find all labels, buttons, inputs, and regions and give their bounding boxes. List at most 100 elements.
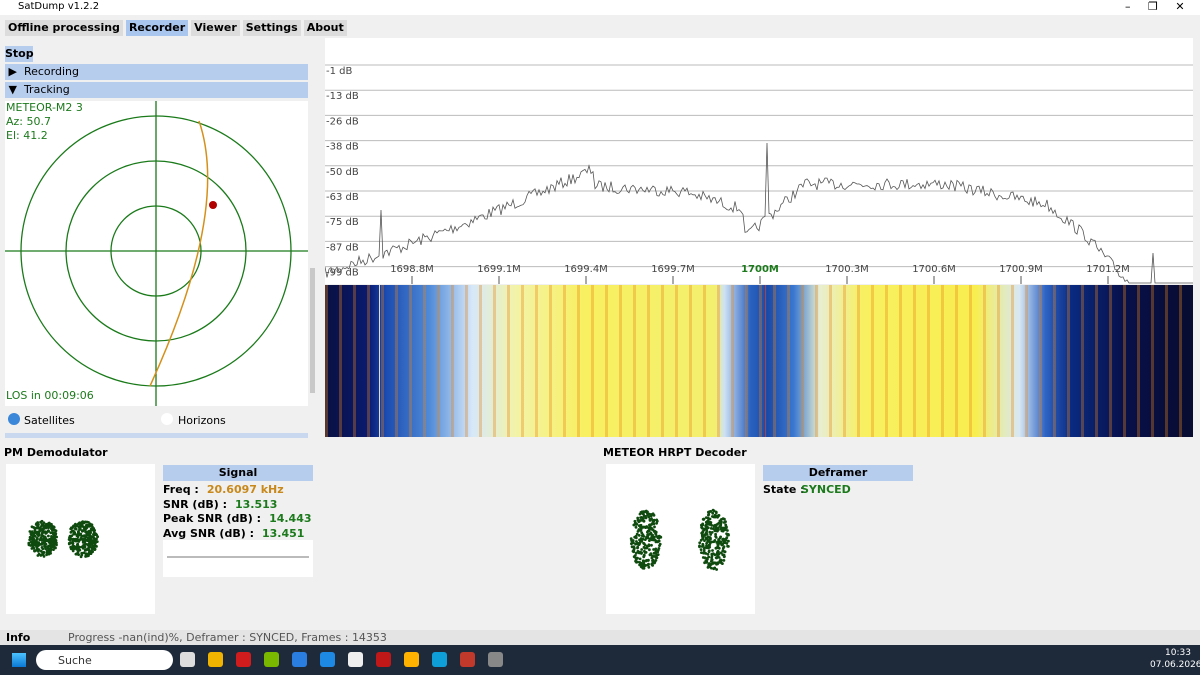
symbol-dot	[708, 543, 711, 547]
symbol-dot	[710, 524, 714, 527]
symbol-dot	[717, 538, 720, 541]
symbol-dot	[40, 528, 43, 532]
symbol-dot	[642, 553, 646, 557]
app-icon[interactable]	[404, 652, 419, 667]
symbol-dot	[91, 525, 94, 529]
symbol-dot	[701, 530, 705, 533]
spectrum-trace	[325, 142, 1193, 284]
symbol-dot	[717, 552, 721, 556]
constellation-svg	[629, 508, 730, 571]
symbol-dot	[83, 538, 87, 542]
symbol-dot	[43, 542, 47, 546]
symbol-dot	[87, 521, 90, 524]
dropdown[interactable]	[5, 433, 308, 438]
symbol-dot	[37, 534, 40, 538]
symbol-dot	[632, 541, 635, 545]
clock-time: 10:33	[1165, 648, 1191, 658]
symbol-dot	[46, 546, 50, 550]
panel-title: PM Demodulator	[4, 446, 108, 459]
field-value: 20.6097 kHz	[206, 483, 284, 496]
stop-button[interactable]: Stop	[5, 46, 34, 62]
app-icon[interactable]	[264, 652, 279, 667]
symbol-dot	[76, 537, 79, 541]
symbol-dot	[67, 541, 71, 545]
menu-item[interactable]: About	[303, 20, 347, 36]
symbol-dot	[44, 547, 47, 551]
app-icon[interactable]	[180, 652, 195, 667]
symbol-dot	[640, 548, 644, 551]
symbol-dot	[647, 558, 650, 562]
symbol-dot	[91, 544, 95, 547]
symbol-dot	[68, 539, 72, 542]
app-icon[interactable]	[208, 652, 223, 667]
symbol-dot	[79, 523, 83, 526]
app-icon[interactable]	[236, 652, 251, 667]
symbol-dot	[68, 534, 72, 538]
symbol-dot	[45, 525, 49, 528]
freq-label: 1701.2M	[1086, 264, 1130, 275]
menu-item[interactable]: Offline processing	[5, 20, 123, 36]
field-value: 13.513	[234, 497, 278, 511]
radio-off[interactable]	[161, 413, 173, 425]
symbol-dot	[93, 544, 97, 548]
symbol-dot	[708, 530, 712, 534]
symbol-dot	[646, 536, 650, 540]
search-box[interactable]: Suche	[36, 650, 173, 670]
app-icon[interactable]	[460, 652, 475, 667]
symbol-dot	[83, 543, 87, 546]
symbol-dot	[632, 523, 636, 527]
section-header[interactable]: ▶ Recording	[5, 64, 308, 80]
symbol-dot	[658, 542, 662, 546]
symbol-dot	[707, 523, 711, 526]
symbol-dot	[655, 553, 659, 557]
symbol-dot	[638, 550, 642, 554]
window-buttons[interactable]: – ❐ ✕	[1125, 0, 1185, 13]
field-label: Peak SNR (dB) :	[163, 512, 262, 525]
symbol-dot	[715, 568, 718, 571]
app-icon[interactable]	[292, 652, 307, 667]
menu-item[interactable]: Viewer	[191, 20, 240, 36]
symbol-dot	[78, 526, 82, 530]
menu-item[interactable]: Recorder	[125, 20, 189, 36]
freq-label: 1698.8M	[390, 264, 434, 275]
azimuth: Az: 50.7	[6, 115, 51, 128]
symbol-dot	[723, 555, 726, 558]
app-icon[interactable]	[348, 652, 363, 667]
start-button[interactable]	[12, 653, 26, 667]
section-header[interactable]: ▼ Tracking	[5, 82, 308, 98]
app-icon[interactable]	[432, 652, 447, 667]
symbol-dot	[634, 542, 637, 546]
snr-svg	[167, 556, 309, 558]
symbol-dot	[724, 520, 727, 524]
symbol-dot	[705, 544, 708, 548]
app-icon[interactable]	[376, 652, 391, 667]
symbol-dot	[71, 539, 75, 542]
symbol-dot	[90, 549, 93, 553]
menu-item[interactable]: Settings	[242, 20, 301, 36]
symbol-dot	[40, 525, 43, 528]
symbol-dot	[642, 545, 646, 549]
db-label: -13 dB	[326, 91, 359, 102]
symbol-dot	[652, 548, 655, 551]
app-icon[interactable]	[320, 652, 335, 667]
symbol-dot	[633, 519, 637, 523]
symbol-dot	[719, 535, 722, 539]
symbol-dot	[90, 538, 93, 542]
app-icon[interactable]	[488, 652, 503, 667]
symbol-dot	[638, 563, 641, 567]
symbol-dot	[718, 519, 722, 523]
symbol-dot	[636, 545, 640, 549]
symbol-dot	[712, 567, 716, 571]
symbol-dot	[710, 558, 714, 562]
symbol-dot	[723, 528, 727, 532]
los-time: LOS in 00:09:06	[6, 389, 94, 402]
symbol-dot	[700, 551, 703, 554]
search-text: Suche	[58, 654, 92, 667]
symbol-dot	[634, 525, 638, 529]
symbol-dot	[640, 561, 643, 565]
scrollbar[interactable]	[310, 268, 315, 393]
symbol-dot	[45, 553, 48, 557]
symbol-dot	[631, 549, 635, 553]
radio-on[interactable]	[8, 413, 20, 425]
constellation	[6, 464, 155, 614]
